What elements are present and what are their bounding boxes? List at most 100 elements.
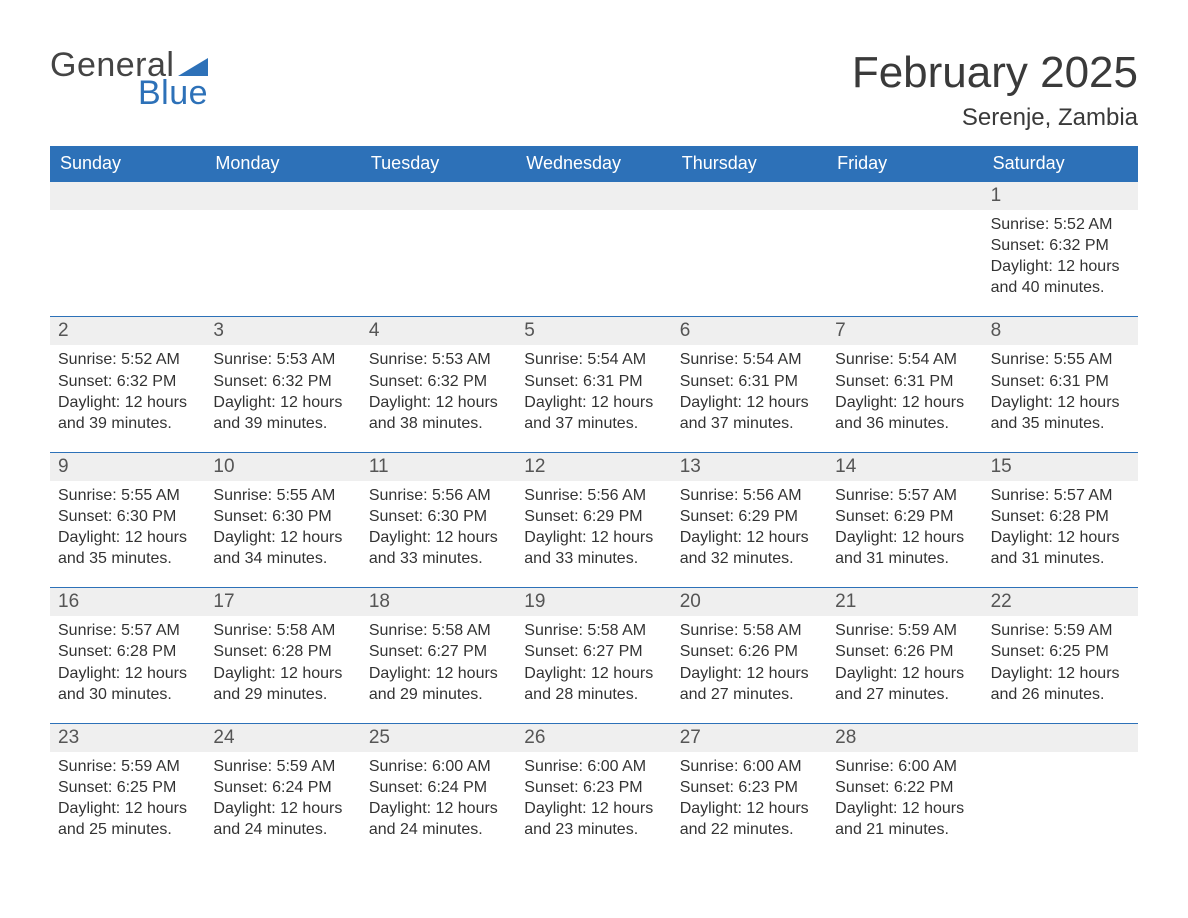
sunrise-line: Sunrise: 5:56 AM bbox=[369, 485, 508, 506]
day-number-cell: 25 bbox=[361, 724, 516, 752]
sunset-line: Sunset: 6:32 PM bbox=[58, 371, 197, 392]
sunrise-line: Sunrise: 5:54 AM bbox=[835, 349, 974, 370]
day-number-cell bbox=[50, 182, 205, 210]
day-number-row: 16171819202122 bbox=[50, 588, 1138, 616]
day-details-row: Sunrise: 5:55 AMSunset: 6:30 PMDaylight:… bbox=[50, 481, 1138, 587]
sunrise-line: Sunrise: 5:56 AM bbox=[680, 485, 819, 506]
day-number-cell: 21 bbox=[827, 588, 982, 616]
sunset-line: Sunset: 6:28 PM bbox=[991, 506, 1130, 527]
dow-cell: Wednesday bbox=[516, 146, 671, 182]
day-number-cell bbox=[672, 182, 827, 210]
day-detail-cell: Sunrise: 5:58 AMSunset: 6:28 PMDaylight:… bbox=[205, 616, 360, 722]
sunrise-line: Sunrise: 5:55 AM bbox=[991, 349, 1130, 370]
sunrise-line: Sunrise: 5:59 AM bbox=[58, 756, 197, 777]
daylight-line: Daylight: 12 hours and 37 minutes. bbox=[680, 392, 819, 434]
header-row: General Blue February 2025 Serenje, Zamb… bbox=[50, 48, 1138, 132]
day-number-cell: 11 bbox=[361, 453, 516, 481]
day-number-cell: 4 bbox=[361, 317, 516, 345]
daylight-line: Daylight: 12 hours and 31 minutes. bbox=[991, 527, 1130, 569]
daylight-line: Daylight: 12 hours and 40 minutes. bbox=[991, 256, 1130, 298]
daylight-line: Daylight: 12 hours and 27 minutes. bbox=[835, 663, 974, 705]
day-details-row: Sunrise: 5:52 AMSunset: 6:32 PMDaylight:… bbox=[50, 345, 1138, 451]
day-number-cell: 19 bbox=[516, 588, 671, 616]
day-number-row: 1 bbox=[50, 182, 1138, 210]
daylight-line: Daylight: 12 hours and 35 minutes. bbox=[991, 392, 1130, 434]
sunrise-line: Sunrise: 5:59 AM bbox=[835, 620, 974, 641]
day-detail-cell: Sunrise: 5:59 AMSunset: 6:26 PMDaylight:… bbox=[827, 616, 982, 722]
day-detail-cell bbox=[50, 210, 205, 316]
sunset-line: Sunset: 6:25 PM bbox=[991, 641, 1130, 662]
day-detail-cell bbox=[205, 210, 360, 316]
daylight-line: Daylight: 12 hours and 25 minutes. bbox=[58, 798, 197, 840]
month-title: February 2025 bbox=[852, 48, 1138, 98]
day-number-cell: 9 bbox=[50, 453, 205, 481]
day-detail-cell: Sunrise: 5:55 AMSunset: 6:30 PMDaylight:… bbox=[205, 481, 360, 587]
sunset-line: Sunset: 6:28 PM bbox=[213, 641, 352, 662]
day-number-row: 9101112131415 bbox=[50, 453, 1138, 481]
sunset-line: Sunset: 6:30 PM bbox=[369, 506, 508, 527]
day-detail-cell: Sunrise: 5:53 AMSunset: 6:32 PMDaylight:… bbox=[361, 345, 516, 451]
day-number-cell bbox=[516, 182, 671, 210]
logo: General Blue bbox=[50, 48, 208, 110]
day-number-cell: 23 bbox=[50, 724, 205, 752]
dow-cell: Sunday bbox=[50, 146, 205, 182]
day-number-cell: 18 bbox=[361, 588, 516, 616]
day-detail-cell: Sunrise: 5:58 AMSunset: 6:27 PMDaylight:… bbox=[516, 616, 671, 722]
week-block: 16171819202122Sunrise: 5:57 AMSunset: 6:… bbox=[50, 587, 1138, 722]
day-detail-cell: Sunrise: 5:56 AMSunset: 6:29 PMDaylight:… bbox=[516, 481, 671, 587]
daylight-line: Daylight: 12 hours and 30 minutes. bbox=[58, 663, 197, 705]
day-number-cell: 10 bbox=[205, 453, 360, 481]
calendar-page: General Blue February 2025 Serenje, Zamb… bbox=[0, 0, 1188, 898]
day-details-row: Sunrise: 5:59 AMSunset: 6:25 PMDaylight:… bbox=[50, 752, 1138, 858]
daylight-line: Daylight: 12 hours and 35 minutes. bbox=[58, 527, 197, 569]
day-detail-cell bbox=[516, 210, 671, 316]
week-block: 232425262728 Sunrise: 5:59 AMSunset: 6:2… bbox=[50, 723, 1138, 858]
day-number-cell: 22 bbox=[983, 588, 1138, 616]
day-detail-cell bbox=[983, 752, 1138, 858]
sunset-line: Sunset: 6:28 PM bbox=[58, 641, 197, 662]
dow-cell: Tuesday bbox=[361, 146, 516, 182]
day-detail-cell: Sunrise: 5:57 AMSunset: 6:28 PMDaylight:… bbox=[983, 481, 1138, 587]
daylight-line: Daylight: 12 hours and 31 minutes. bbox=[835, 527, 974, 569]
day-detail-cell: Sunrise: 5:52 AMSunset: 6:32 PMDaylight:… bbox=[983, 210, 1138, 316]
day-number-cell bbox=[827, 182, 982, 210]
sunset-line: Sunset: 6:23 PM bbox=[524, 777, 663, 798]
daylight-line: Daylight: 12 hours and 39 minutes. bbox=[213, 392, 352, 434]
dow-cell: Saturday bbox=[983, 146, 1138, 182]
daylight-line: Daylight: 12 hours and 24 minutes. bbox=[213, 798, 352, 840]
daylight-line: Daylight: 12 hours and 26 minutes. bbox=[991, 663, 1130, 705]
day-details-row: Sunrise: 5:52 AMSunset: 6:32 PMDaylight:… bbox=[50, 210, 1138, 316]
sunrise-line: Sunrise: 6:00 AM bbox=[524, 756, 663, 777]
day-number-cell: 8 bbox=[983, 317, 1138, 345]
day-number-cell: 28 bbox=[827, 724, 982, 752]
dow-cell: Thursday bbox=[672, 146, 827, 182]
day-detail-cell: Sunrise: 5:59 AMSunset: 6:24 PMDaylight:… bbox=[205, 752, 360, 858]
daylight-line: Daylight: 12 hours and 28 minutes. bbox=[524, 663, 663, 705]
sunrise-line: Sunrise: 5:58 AM bbox=[680, 620, 819, 641]
sunset-line: Sunset: 6:27 PM bbox=[369, 641, 508, 662]
day-number-cell: 12 bbox=[516, 453, 671, 481]
daylight-line: Daylight: 12 hours and 22 minutes. bbox=[680, 798, 819, 840]
day-number-cell: 17 bbox=[205, 588, 360, 616]
sunset-line: Sunset: 6:24 PM bbox=[369, 777, 508, 798]
day-number-cell bbox=[205, 182, 360, 210]
day-detail-cell: Sunrise: 5:59 AMSunset: 6:25 PMDaylight:… bbox=[983, 616, 1138, 722]
sunset-line: Sunset: 6:24 PM bbox=[213, 777, 352, 798]
sunset-line: Sunset: 6:32 PM bbox=[991, 235, 1130, 256]
day-detail-cell: Sunrise: 6:00 AMSunset: 6:22 PMDaylight:… bbox=[827, 752, 982, 858]
sunrise-line: Sunrise: 5:56 AM bbox=[524, 485, 663, 506]
day-detail-cell bbox=[361, 210, 516, 316]
daylight-line: Daylight: 12 hours and 24 minutes. bbox=[369, 798, 508, 840]
day-detail-cell: Sunrise: 5:53 AMSunset: 6:32 PMDaylight:… bbox=[205, 345, 360, 451]
sunrise-line: Sunrise: 5:57 AM bbox=[991, 485, 1130, 506]
sunset-line: Sunset: 6:31 PM bbox=[835, 371, 974, 392]
day-number-cell: 24 bbox=[205, 724, 360, 752]
day-number-cell bbox=[983, 724, 1138, 752]
day-number-cell: 5 bbox=[516, 317, 671, 345]
day-detail-cell: Sunrise: 5:54 AMSunset: 6:31 PMDaylight:… bbox=[516, 345, 671, 451]
daylight-line: Daylight: 12 hours and 29 minutes. bbox=[369, 663, 508, 705]
day-detail-cell: Sunrise: 5:59 AMSunset: 6:25 PMDaylight:… bbox=[50, 752, 205, 858]
dow-cell: Monday bbox=[205, 146, 360, 182]
day-number-row: 2345678 bbox=[50, 317, 1138, 345]
day-number-cell: 20 bbox=[672, 588, 827, 616]
